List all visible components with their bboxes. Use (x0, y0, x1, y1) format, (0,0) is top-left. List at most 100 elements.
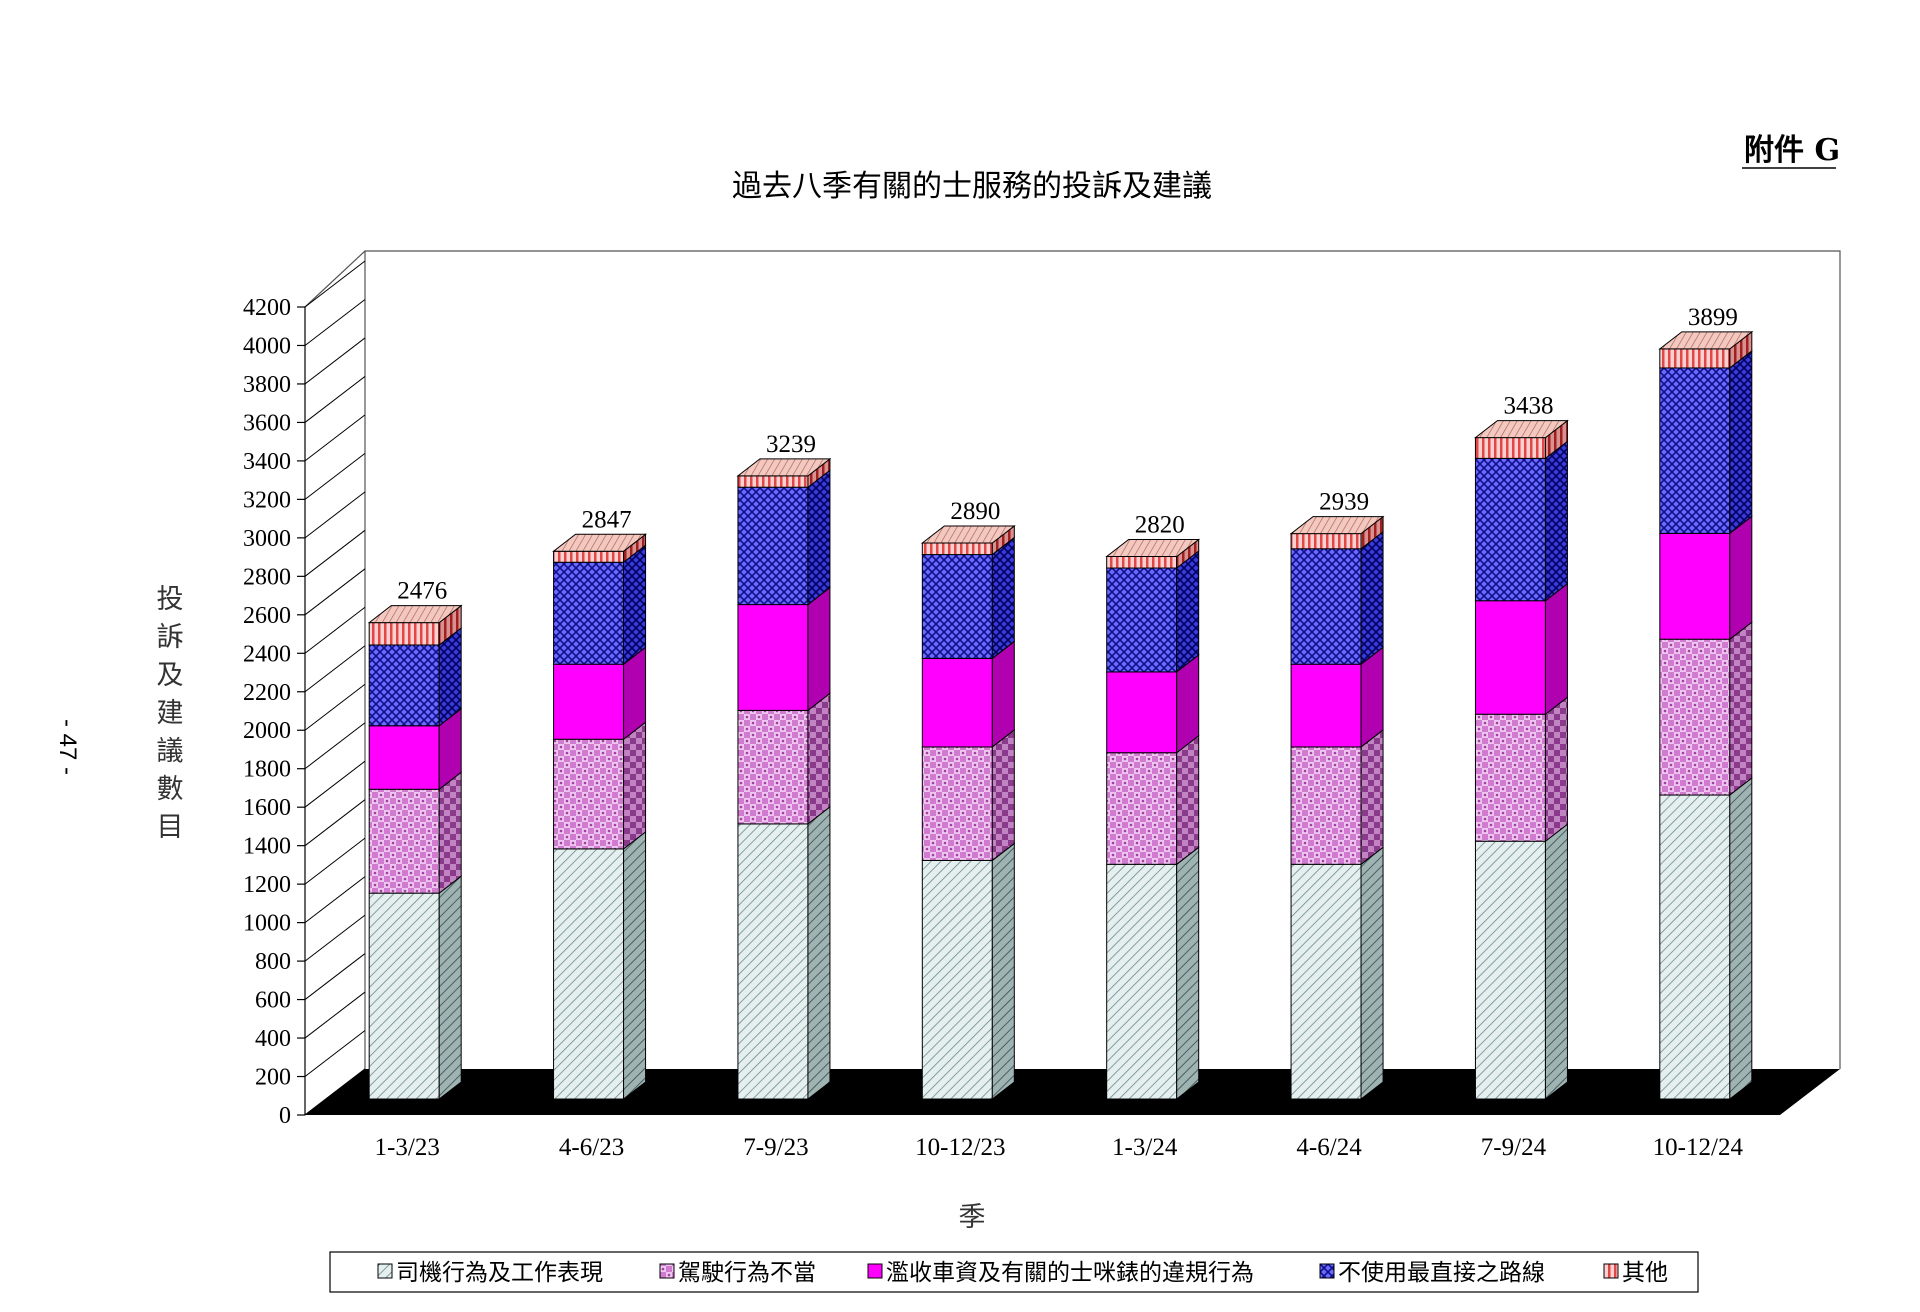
bar-segment-front (1474, 713, 1546, 842)
bar-segment (368, 604, 462, 646)
x-tick-label: 4-6/23 (559, 1134, 624, 1161)
bar-segment (921, 640, 1015, 748)
bar-segment-front (553, 663, 625, 740)
y-tick-depth (304, 376, 366, 423)
bar-segment-front (1290, 533, 1362, 550)
y-tick-label: 3200 (243, 487, 291, 513)
y-axis-label-char: 建 (157, 698, 184, 729)
bar-segment-front (1474, 840, 1546, 1100)
y-tick-depth (304, 337, 366, 385)
bar-segment-side (623, 721, 647, 850)
y-tick-label: 1600 (243, 795, 291, 821)
bar-segment (1290, 646, 1384, 748)
bar-segment (1106, 550, 1200, 673)
bar-segment-side (807, 469, 831, 606)
bar-top (552, 533, 648, 552)
y-tick-label: 2000 (243, 718, 291, 744)
bar-segment (737, 586, 831, 712)
x-axis-label: 季 (959, 1202, 986, 1233)
chart-title: 過去八季有關的士服務的投訴及建議 (732, 169, 1212, 204)
bar-segment (737, 805, 831, 1101)
page-number: - 47 - (54, 719, 81, 775)
bar-segment-front (1659, 638, 1731, 796)
bar-top (1105, 538, 1201, 557)
bar-segment-front (368, 892, 440, 1100)
bar-segment-side (991, 640, 1015, 748)
y-tick-depth (304, 991, 366, 1039)
y-tick-label: 4200 (243, 295, 291, 321)
bar-segment-side (1544, 582, 1568, 716)
bar-segment (921, 728, 1015, 862)
bar-segment (1474, 419, 1568, 460)
bar-segment (553, 544, 647, 666)
bar-segment-front (921, 859, 993, 1100)
plot-frame (304, 250, 1841, 1116)
y-tick-depth (304, 491, 366, 539)
x-tick-label: 1-3/23 (375, 1134, 440, 1161)
bar-segment-side (623, 544, 647, 666)
total-label: 2890 (950, 498, 1000, 525)
legend: 司機行為及工作表現 駕駛行為不當 濫收車資及有關的士咪錶的違規行為 不使用最直接之路線… (329, 1251, 1699, 1293)
bar-segment (1474, 440, 1568, 602)
bar-segment-side (991, 536, 1015, 660)
y-tick-depth (304, 414, 366, 462)
bar-segment-front (553, 738, 625, 850)
legend-label: 司機行為及工作表現 (396, 1260, 603, 1286)
bar-segment-front (1659, 348, 1731, 369)
total-label: 2847 (582, 506, 632, 533)
y-axis-label-char: 及 (157, 660, 184, 691)
bar-segment-front (553, 848, 625, 1100)
bar-segment-front (1106, 567, 1178, 673)
bar-segment (553, 830, 647, 1101)
legend-label: 駕駛行為不當 (678, 1260, 816, 1286)
bar-segment-front (1290, 863, 1362, 1100)
total-label: 3899 (1688, 304, 1738, 331)
x-axis: 1-3/23 4-6/23 7-9/23 10-12/23 1-3/24 4-6/24 7-… (375, 1134, 1744, 1161)
bar-segment-front (368, 725, 440, 790)
bar-segment-front (1106, 752, 1178, 865)
bar-segment (737, 692, 831, 825)
y-tick-label: 4000 (243, 333, 291, 359)
bar-segment (1659, 621, 1753, 797)
bar-segment-side (991, 728, 1015, 862)
bar-segment-side (1360, 728, 1384, 866)
bar-segment-side (1360, 846, 1384, 1101)
bar-segment (1659, 349, 1753, 535)
bar-segment-side (807, 805, 831, 1101)
bar-segment-side (1360, 530, 1384, 666)
y-tick-depth (304, 722, 366, 770)
y-tick-depth (304, 568, 366, 616)
bar-segment-front (921, 746, 993, 861)
bar-group (367, 330, 1754, 1101)
legend-swatch (1603, 1263, 1619, 1279)
y-tick-label: 400 (255, 1026, 291, 1052)
x-tick-label: 7-9/23 (743, 1134, 808, 1161)
y-tick-depth (304, 260, 366, 308)
y-tick-depth (304, 799, 366, 847)
y-tick-label: 3600 (243, 410, 291, 436)
bar-segment (1106, 653, 1200, 754)
bar-segment-side (1729, 515, 1753, 641)
legend-item: 不使用最直接之路線 (1319, 1260, 1545, 1286)
total-labels: 2476 2847 3239 2890 2820 2939 3438 3899 (397, 304, 1738, 605)
y-tick-label: 1800 (243, 757, 291, 783)
bar-segment (1659, 330, 1753, 369)
bar-segment-front (1290, 663, 1362, 748)
bar-segment (1474, 696, 1568, 843)
plot-floor (305, 1069, 1840, 1115)
total-label: 3239 (766, 431, 816, 458)
y-axis-label-char: 數 (157, 774, 184, 805)
y-tick-depth (304, 1068, 366, 1116)
bar-segment-side (438, 875, 462, 1101)
legend-label: 濫收車資及有關的士咪錶的違規行為 (886, 1260, 1254, 1286)
y-axis: 0 200 400 600 800 1000 1200 1400 1600 1800 2000 220… (243, 260, 366, 1129)
total-label: 2820 (1135, 511, 1185, 538)
x-tick-label: 7-9/24 (1481, 1134, 1547, 1161)
y-tick-depth (304, 837, 366, 885)
bar-segment (737, 469, 831, 606)
bar-segment-side (438, 771, 462, 895)
bar-top (1473, 420, 1569, 439)
bar-segment-front (1474, 437, 1546, 459)
y-axis-label-char: 投 (157, 584, 184, 615)
